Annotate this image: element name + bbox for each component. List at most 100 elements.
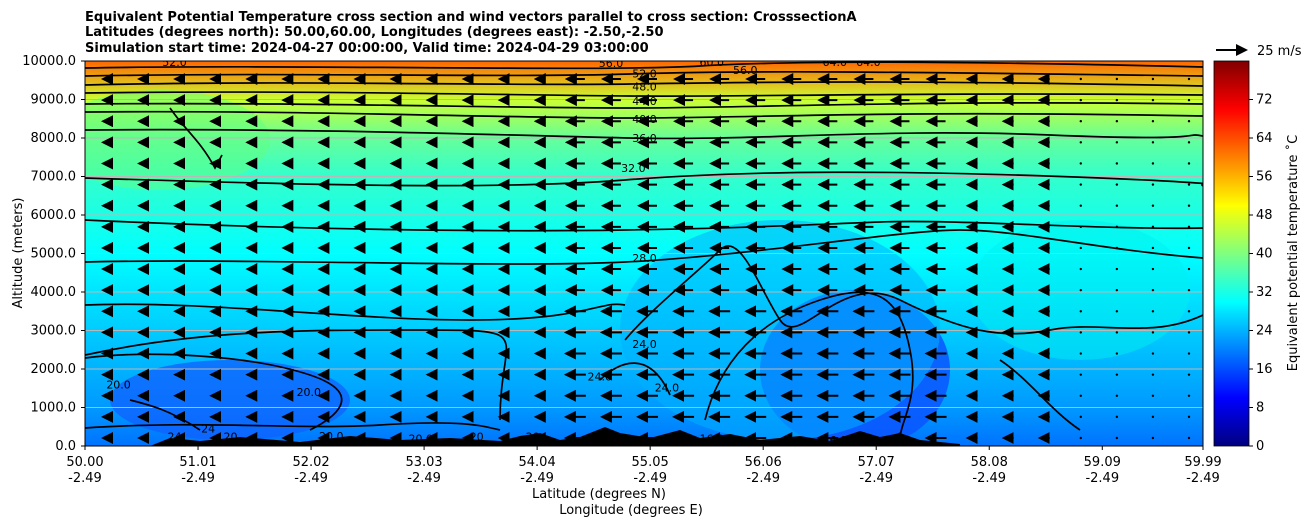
x-tick-label-lat: 54.04 xyxy=(519,455,556,470)
wind-vector xyxy=(1187,352,1191,355)
contour-label: 48.0 xyxy=(632,80,657,93)
contour-label: 64.0 xyxy=(856,56,881,69)
wind-vector xyxy=(1115,120,1119,123)
wind-vector xyxy=(1187,204,1191,207)
y-tick-label: 10000.0 xyxy=(22,54,76,69)
wind-vector xyxy=(1115,331,1119,334)
contour-label: 20 xyxy=(223,430,237,443)
y-tick-label: 0.0 xyxy=(55,439,76,454)
x-axis: 50.00-2.4951.01-2.4952.02-2.4953.03-2.49… xyxy=(66,446,1222,486)
wind-vector xyxy=(1151,141,1155,144)
x-tick-label-lat: 53.03 xyxy=(405,455,442,470)
wind-vector xyxy=(1151,373,1155,376)
y-tick-label: 4000.0 xyxy=(31,285,77,300)
wind-vector xyxy=(1187,98,1191,102)
wind-vector xyxy=(1115,141,1119,144)
x-tick-label-lat: 59.09 xyxy=(1084,455,1121,470)
x-tick-label-lon: -2.49 xyxy=(520,471,554,486)
x-tick-label-lon: -2.49 xyxy=(746,471,780,486)
x-tick-label-lon: -2.49 xyxy=(1186,471,1220,486)
contour-label: 36.0 xyxy=(632,132,657,145)
wind-vector xyxy=(1187,183,1191,186)
wind-vector xyxy=(1079,98,1083,102)
wind-vector xyxy=(1115,246,1119,250)
colorbar-ticks: 0 8 16 24 32 40 48 56 64 72 xyxy=(1249,93,1273,454)
contour-label: 24 xyxy=(201,423,215,436)
x-tick-label-lon: -2.49 xyxy=(181,471,215,486)
contour-label: 52.0 xyxy=(162,56,187,69)
wind-vector xyxy=(1151,246,1155,250)
contour-line xyxy=(85,91,1203,97)
wind-vector xyxy=(1079,204,1083,207)
contour-label: 20.0 xyxy=(319,430,344,443)
x-axis-label-2: Longitude (degrees E) xyxy=(559,503,703,518)
wind-vector xyxy=(1187,246,1191,250)
title-line-2: Latitudes (degrees north): 50.00,60.00, … xyxy=(85,25,664,40)
wind-vector xyxy=(1151,415,1155,419)
wind-vector xyxy=(1115,77,1119,81)
y-axis-label: Altitude (meters) xyxy=(11,198,26,309)
contour-label: 44.0 xyxy=(632,95,657,108)
x-tick-label-lat: 56.06 xyxy=(745,455,782,470)
wind-vector xyxy=(1151,310,1155,313)
wind-vector xyxy=(1115,183,1119,186)
y-tick-label: 3000.0 xyxy=(31,324,77,339)
contour-label: 24 xyxy=(168,430,182,443)
quiver-key: 25 m/s xyxy=(1216,44,1302,59)
y-axis: 0.0 1000.0 2000.0 3000.0 4000.0 5000.0 6000.0 7… xyxy=(22,54,85,454)
colorbar-tick-label: 48 xyxy=(1256,208,1273,223)
contour-label: 20.0 xyxy=(408,432,433,445)
contour-label: 56.0 xyxy=(733,64,758,77)
colorbar-label: Equivalent potential temperature ˚C xyxy=(1285,135,1301,371)
contour-label: 64.0 xyxy=(823,56,848,69)
contour-line xyxy=(85,219,1203,232)
x-tick-label-lon: -2.49 xyxy=(633,471,667,486)
y-tick-label: 7000.0 xyxy=(31,170,77,185)
wind-vector xyxy=(1151,352,1155,355)
x-tick-label-lat: 51.01 xyxy=(179,455,216,470)
wind-vector xyxy=(1187,394,1191,397)
x-tick-label-lon: -2.49 xyxy=(68,471,102,486)
wind-vector xyxy=(1187,288,1191,292)
contour-label: 24.0 xyxy=(632,338,657,351)
colorbar-tick-label: 72 xyxy=(1256,93,1273,108)
contour-line xyxy=(704,291,914,441)
wind-vector xyxy=(1115,436,1119,440)
wind-vector xyxy=(1079,310,1083,313)
contour-line xyxy=(85,422,501,431)
wind-vector xyxy=(1187,310,1191,313)
wind-vector xyxy=(1151,204,1155,207)
contour-line xyxy=(85,61,1203,70)
wind-vector xyxy=(1079,288,1083,292)
colorbar-tick-label: 0 xyxy=(1256,439,1264,454)
wind-vector xyxy=(1115,267,1119,271)
y-tick-label: 1000.0 xyxy=(31,401,77,416)
wind-vectors xyxy=(101,73,1191,444)
wind-vector xyxy=(1151,120,1155,123)
y-tick-label: 8000.0 xyxy=(31,131,77,146)
colorbar-gradient xyxy=(1213,60,1250,447)
contour-label: 20.0 xyxy=(106,378,131,391)
contour-label: 24.0 xyxy=(588,371,613,384)
wind-vector xyxy=(1151,331,1155,334)
y-tick-label: 5000.0 xyxy=(31,247,77,262)
x-tick-label-lat: 58.08 xyxy=(971,455,1008,470)
contour-label: 16.0 xyxy=(699,432,724,445)
wind-vector xyxy=(1079,246,1083,250)
contour-label: 16.0 xyxy=(823,434,848,447)
colorbar-tick-label: 24 xyxy=(1256,324,1273,339)
x-tick-label-lon: -2.49 xyxy=(407,471,441,486)
wind-vector xyxy=(1079,183,1083,186)
colorbar-tick-label: 40 xyxy=(1256,247,1273,262)
wind-vector xyxy=(1151,436,1155,440)
wind-vector xyxy=(1115,162,1119,165)
contour-label: 20 xyxy=(526,430,540,443)
wind-vector xyxy=(1151,225,1155,229)
y-tick-label: 6000.0 xyxy=(31,208,77,223)
contour-label: 60.0 xyxy=(699,56,724,69)
colorbar-tick-label: 32 xyxy=(1256,285,1273,300)
wind-vector xyxy=(1079,394,1083,397)
x-tick-label-lon: -2.49 xyxy=(859,471,893,486)
wind-vector xyxy=(1079,77,1083,81)
